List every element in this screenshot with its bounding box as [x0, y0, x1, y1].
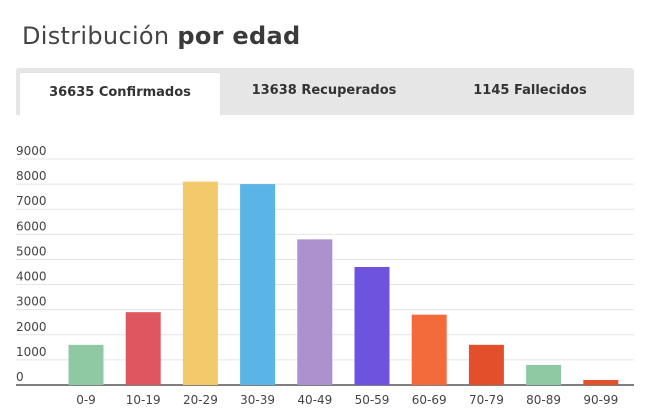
title-regular: Distribución — [22, 22, 170, 50]
x-tick-label: 80-89 — [526, 393, 561, 407]
y-tick-label: 4000 — [16, 270, 47, 284]
y-tick-label: 0 — [16, 370, 24, 384]
bar-10-19[interactable] — [125, 312, 161, 385]
x-tick-label: 70-79 — [469, 393, 504, 407]
y-tick-label: 7000 — [16, 194, 47, 208]
tab-confirmados[interactable]: 36635 Confirmados — [19, 72, 221, 116]
x-tick-label: 90-99 — [583, 393, 618, 407]
bar-60-69[interactable] — [411, 314, 447, 385]
title-bold: por edad — [177, 22, 301, 50]
bar-40-49[interactable] — [297, 239, 333, 385]
x-tick-label: 0-9 — [76, 393, 96, 407]
page-title: Distribución por edad — [22, 22, 300, 50]
y-tick-label: 9000 — [16, 144, 47, 158]
y-tick-label: 2000 — [16, 320, 47, 334]
tab-recuperados[interactable]: 13638 Recuperados — [251, 83, 397, 98]
y-tick-label: 1000 — [16, 345, 47, 359]
bar-80-89[interactable] — [526, 364, 562, 385]
bar-70-79[interactable] — [468, 344, 504, 385]
bar-90-99[interactable] — [583, 379, 619, 385]
y-tick-label: 8000 — [16, 169, 47, 183]
x-tick-label: 10-19 — [126, 393, 161, 407]
x-tick-label: 30-39 — [240, 393, 275, 407]
tab-bar: 36635 Confirmados 13638 Recuperados 1145… — [16, 68, 634, 116]
bar-30-39[interactable] — [240, 184, 276, 385]
y-tick-label: 6000 — [16, 219, 47, 233]
x-tick-label: 20-29 — [183, 393, 218, 407]
x-tick-label: 40-49 — [297, 393, 332, 407]
bar-0-9[interactable] — [68, 344, 104, 385]
y-tick-label: 3000 — [16, 295, 47, 309]
x-tick-label: 50-59 — [355, 393, 390, 407]
bar-50-59[interactable] — [354, 266, 390, 385]
x-tick-label: 60-69 — [412, 393, 447, 407]
y-tick-label: 5000 — [16, 244, 47, 258]
tab-fallecidos[interactable]: 1145 Fallecidos — [473, 83, 587, 98]
bar-20-29[interactable] — [182, 181, 218, 385]
